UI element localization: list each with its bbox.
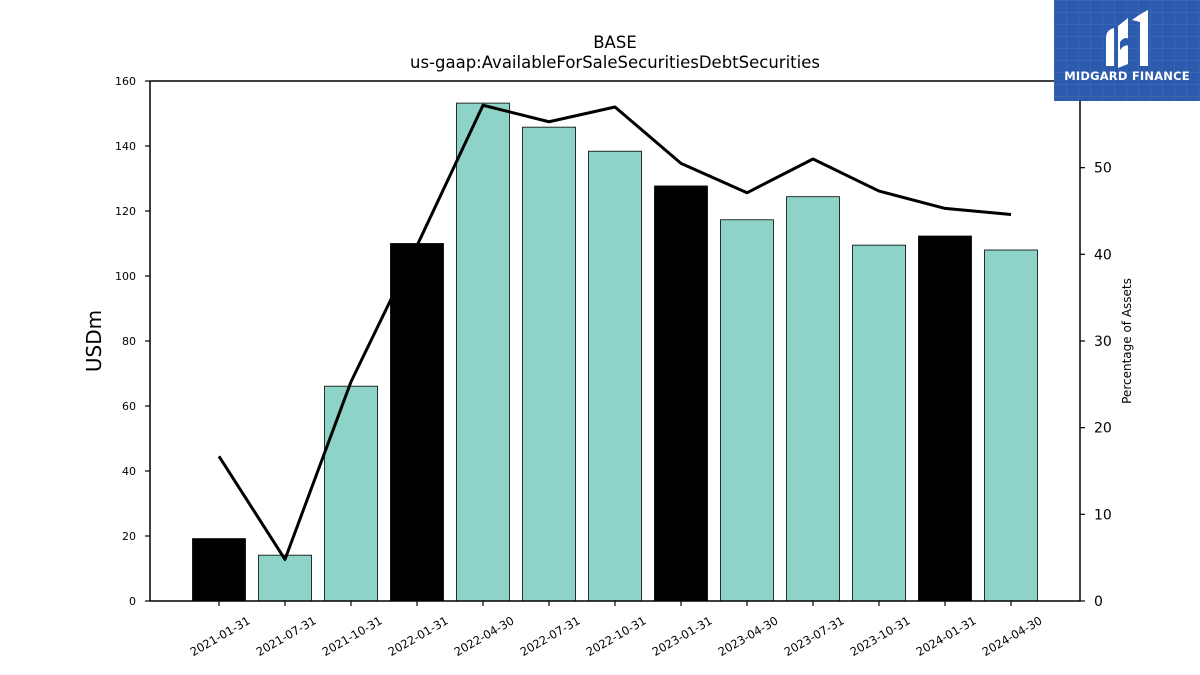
x-tick-label: 2024-04-30 (980, 613, 1045, 659)
brand-logo: MIDGARD FINANCE (1054, 0, 1200, 101)
y2-tick-label: 0 (1094, 594, 1103, 610)
bar-2024-01-31 (918, 235, 972, 602)
x-tick-label: 2022-07-31 (518, 613, 583, 659)
bar-2023-01-31 (654, 185, 708, 602)
y2-axis-label: Percentage of Assets (1120, 278, 1134, 404)
logo-mark-icon (1106, 10, 1148, 68)
x-tick-label: 2022-04-30 (452, 613, 517, 659)
chart-title: BASE (593, 33, 637, 52)
y-tick-label: 140 (115, 140, 136, 153)
x-tick-label: 2021-07-31 (254, 613, 319, 659)
y2-tick-label: 10 (1094, 507, 1112, 523)
bar-group (192, 102, 1038, 602)
x-tick-label: 2024-01-31 (914, 613, 979, 659)
chart-subtitle: us-gaap:AvailableForSaleSecuritiesDebtSe… (410, 53, 820, 72)
bar-2021-10-31 (324, 385, 378, 602)
y2-tick-label: 30 (1094, 334, 1112, 350)
x-tick-label: 2023-10-31 (848, 613, 913, 659)
y-tick-label: 0 (129, 595, 136, 608)
bar-2022-01-31 (390, 243, 444, 602)
bar-2021-01-31 (192, 538, 246, 602)
bar-2023-07-31 (786, 196, 840, 602)
x-tick-label: 2022-01-31 (386, 613, 451, 659)
line-group (217, 103, 1012, 561)
bar-2023-04-30 (720, 219, 774, 602)
x-tick-label: 2021-01-31 (188, 613, 253, 659)
x-tick-label: 2023-01-31 (650, 613, 715, 659)
y-tick-label: 80 (122, 335, 136, 348)
y-tick-label: 120 (115, 205, 136, 218)
y2-tick-label: 40 (1094, 247, 1112, 263)
x-tick-label: 2021-10-31 (320, 613, 385, 659)
percentage-line (217, 103, 1012, 561)
x-tick-label: 2022-10-31 (584, 613, 649, 659)
y-tick-label: 40 (122, 465, 136, 478)
y-tick-label: 60 (122, 400, 136, 413)
x-tick-label: 2023-04-30 (716, 613, 781, 659)
bar-2022-07-31 (522, 126, 576, 602)
bar-2022-10-31 (588, 150, 642, 602)
y-axis-label: USDm (82, 310, 106, 372)
y2-tick-label: 50 (1094, 161, 1112, 177)
y2-tick-label: 20 (1094, 421, 1112, 437)
x-tick-label: 2023-07-31 (782, 613, 847, 659)
bar-2023-10-31 (852, 244, 906, 602)
bar-2021-07-31 (258, 554, 312, 602)
y-tick-label: 20 (122, 530, 136, 543)
bar-2024-04-30 (984, 249, 1038, 602)
bar-2022-04-30 (456, 102, 510, 602)
y-tick-label: 160 (115, 75, 136, 88)
y-tick-label: 100 (115, 270, 136, 283)
brand-name: MIDGARD FINANCE (1064, 69, 1190, 83)
